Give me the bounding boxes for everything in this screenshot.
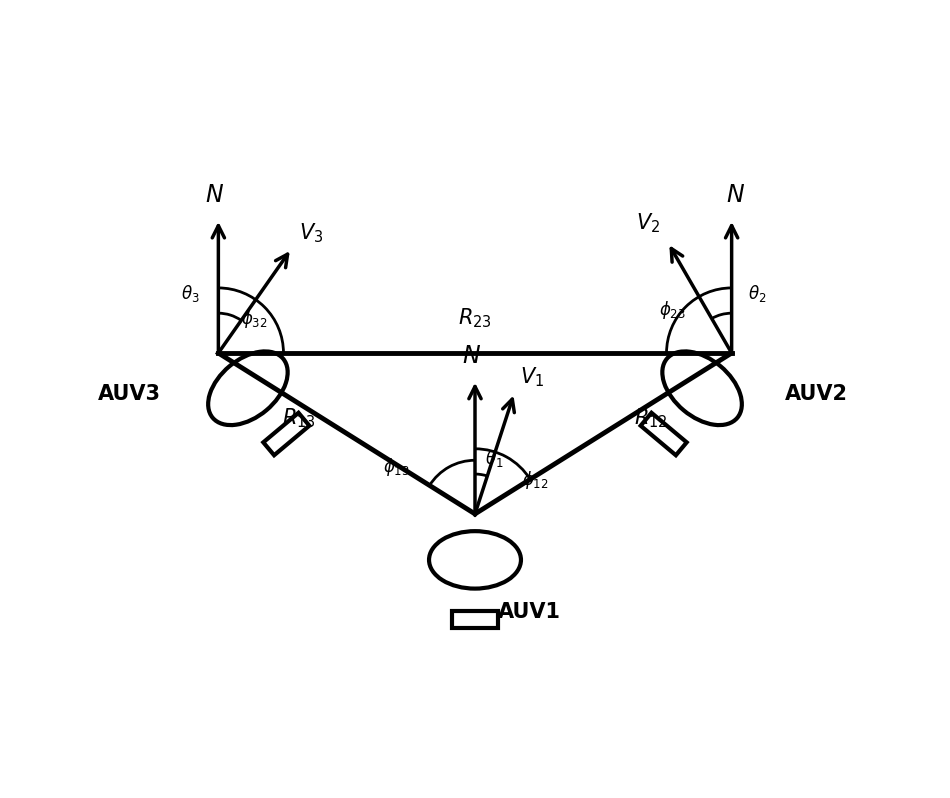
Text: $\theta_1$: $\theta_1$ (484, 448, 504, 469)
Text: $\phi_{13}$: $\phi_{13}$ (383, 456, 409, 478)
Text: $\theta_2$: $\theta_2$ (749, 283, 767, 304)
Text: $\phi_{32}$: $\phi_{32}$ (241, 308, 268, 330)
Text: $N$: $N$ (726, 184, 745, 207)
Text: $V_2$: $V_2$ (636, 211, 660, 235)
Text: $\phi_{23}$: $\phi_{23}$ (658, 298, 686, 321)
Text: AUV3: AUV3 (98, 384, 161, 404)
Text: $R_{12}$: $R_{12}$ (634, 406, 668, 430)
Text: $N$: $N$ (462, 345, 481, 369)
Text: AUV2: AUV2 (786, 384, 848, 404)
Text: $V_1$: $V_1$ (521, 365, 544, 389)
Text: $\phi_{12}$: $\phi_{12}$ (522, 468, 549, 491)
Text: AUV1: AUV1 (498, 602, 561, 622)
Text: $R_{13}$: $R_{13}$ (282, 406, 316, 430)
Text: $V_3$: $V_3$ (299, 221, 323, 245)
Text: $N$: $N$ (205, 184, 224, 207)
Text: $\theta_3$: $\theta_3$ (180, 283, 200, 304)
Text: $R_{23}$: $R_{23}$ (458, 306, 492, 330)
